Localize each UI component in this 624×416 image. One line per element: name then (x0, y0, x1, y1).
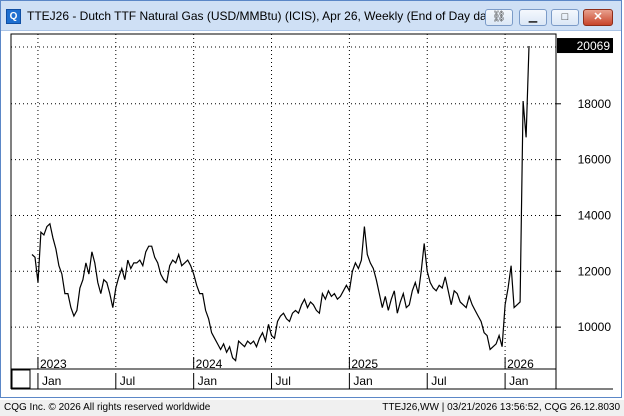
x-month-label: Jan (198, 374, 217, 388)
maximize-icon: □ (561, 11, 569, 23)
y-tick-label: 10000 (578, 320, 612, 334)
price-line (31, 45, 530, 362)
minimize-button[interactable]: ▁ (519, 9, 547, 26)
chart-app-icon[interactable]: Q (6, 9, 21, 24)
x-month-label: Jan (42, 374, 61, 388)
price-axis: 10000 12000 14000 16000 18000 20069 (556, 38, 613, 334)
last-value-badge (557, 38, 613, 54)
corner-box (11, 369, 31, 389)
y-tick-label: 18000 (578, 97, 612, 111)
status-bar: CQG Inc. © 2026 All rights reserved worl… (0, 400, 624, 416)
window-title: TTEJ26 - Dutch TTF Natural Gas (USD/MMBt… (27, 9, 485, 23)
time-axis: Jan Jul Jan Jul Jan Jul Jan 2023 2024 2025 2026 (11, 357, 534, 389)
y-tick-label: 12000 (578, 264, 612, 278)
copyright-text: CQG Inc. © 2026 All rights reserved worl… (4, 402, 211, 413)
y-tick-label: 16000 (578, 153, 612, 167)
x-year-label: 2025 (351, 357, 378, 371)
plot-frame (10, 33, 557, 370)
y-tick-label: 14000 (578, 208, 612, 222)
x-year-label: 2023 (40, 357, 67, 371)
close-icon: ✕ (593, 11, 603, 23)
link-button[interactable]: ⛓ (485, 9, 513, 26)
price-series (31, 45, 530, 362)
x-month-label: Jul (276, 374, 291, 388)
maximize-button[interactable]: □ (551, 9, 579, 26)
x-year-label: 2026 (507, 357, 534, 371)
chart-grid (10, 33, 613, 390)
close-button[interactable]: ✕ (583, 9, 613, 26)
symbol-timestamp-text: TTEJ26,WW | 03/21/2026 13:56:52, CQG 26.… (382, 402, 620, 413)
link-icon: ⛓ (492, 11, 506, 23)
chart-window: Q TTEJ26 - Dutch TTF Natural Gas (USD/MM… (0, 0, 622, 398)
last-value-label: 20069 (577, 39, 611, 53)
title-bar[interactable]: Q TTEJ26 - Dutch TTF Natural Gas (USD/MM… (1, 1, 621, 31)
x-year-label: 2024 (196, 357, 223, 371)
minimize-icon: ▁ (528, 11, 538, 23)
x-month-label: Jul (120, 374, 135, 388)
x-month-label: Jan (353, 374, 372, 388)
x-month-label: Jan (509, 374, 528, 388)
x-month-label: Jul (431, 374, 446, 388)
